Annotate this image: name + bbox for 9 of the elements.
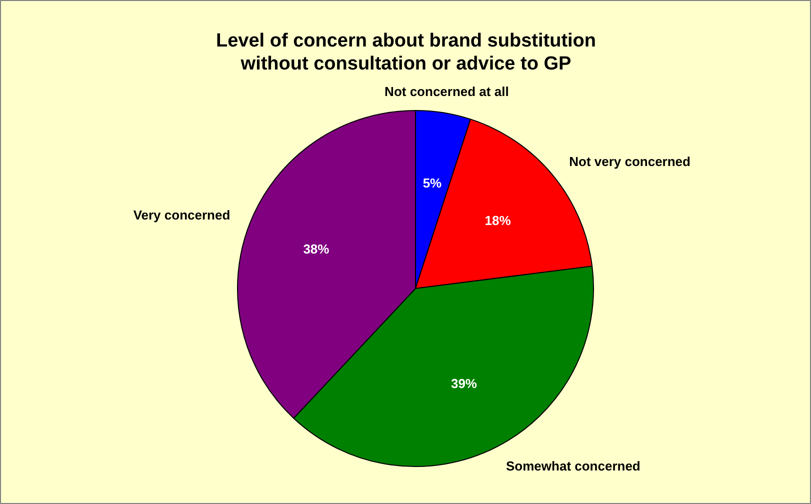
slice-label: Not very concerned <box>569 154 691 169</box>
data-label: 18% <box>484 212 512 228</box>
data-label: 38% <box>303 242 330 257</box>
slice-label: Somewhat concerned <box>506 458 640 474</box>
slice-label: Not concerned at all <box>384 84 509 100</box>
chart-title: Level of concern about brand substitution without consultation or advice to GP <box>216 30 596 75</box>
data-label: 5% <box>422 176 442 191</box>
slice-label: Very concerned <box>133 208 230 223</box>
data-label: 39% <box>450 376 478 392</box>
